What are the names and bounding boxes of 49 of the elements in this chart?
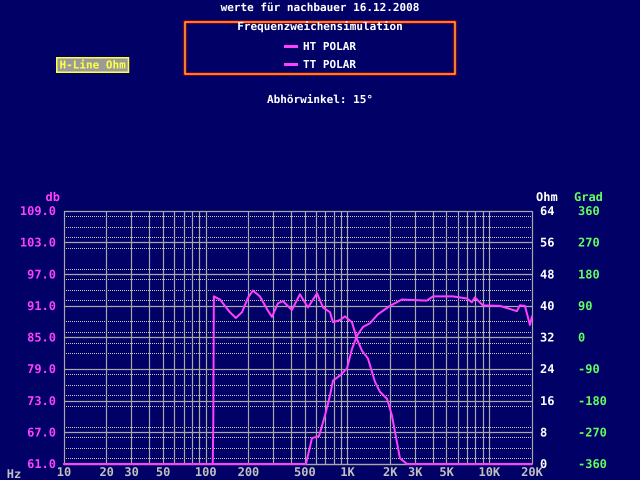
x-tick-label: 20 [99, 465, 114, 479]
y3-tick-label: 270 [578, 236, 600, 250]
y2-tick-label: 32 [540, 330, 554, 344]
x-tick-label: 100 [194, 465, 217, 479]
y3-tick-label: 180 [578, 267, 600, 282]
y3-tick-label: -360 [578, 457, 607, 471]
y2-tick-label: 0 [540, 457, 548, 471]
y3-tick-label: -270 [578, 425, 607, 440]
chart-subtitle: Frequenzweichensimulation [237, 20, 403, 33]
x-tick-label: 1K [340, 465, 356, 479]
y2-tick-label: 8 [540, 425, 548, 440]
y2-axis-title: Ohm [536, 190, 558, 204]
y2-tick-label: 16 [540, 394, 554, 408]
text: Abhörwinkel: 15° [267, 93, 373, 106]
y2-tick-label: 56 [540, 236, 554, 250]
y2-tick-label: 48 [540, 267, 554, 282]
x-axis-title: Hz [6, 467, 22, 480]
y-tick-label: 79.0 [27, 362, 56, 376]
y-tick-label: 67.0 [27, 425, 56, 440]
legend-label: TT POLAR [303, 58, 356, 71]
y-tick-label: 97.0 [27, 267, 56, 282]
y-tick-label: 61.0 [27, 457, 56, 471]
x-tick-label: 500 [294, 465, 316, 479]
y-tick-label: 91.0 [27, 298, 56, 313]
y3-tick-label: 0 [578, 330, 586, 344]
y2-tick-label: 24 [540, 362, 554, 376]
x-tick-label: 30 [124, 465, 139, 479]
y-tick-label: 73.0 [27, 394, 56, 408]
y-tick-label: 85.0 [27, 330, 56, 344]
x-tick-label: 3K [408, 465, 424, 479]
y3-tick-label: -180 [578, 394, 607, 408]
chart-title: werte für nachbauer 16.12.2008 [220, 1, 420, 14]
x-tick-label: 10K [478, 465, 501, 479]
x-tick-label: 200 [238, 465, 260, 479]
y-tick-label: 109.0 [20, 204, 56, 218]
y-axis-title: db [46, 190, 60, 204]
x-tick-label: 10 [56, 465, 72, 479]
y3-axis-title: Grad [574, 190, 603, 204]
y3-tick-label: -90 [578, 362, 600, 376]
x-tick-label: 50 [156, 465, 170, 479]
x-tick-label: 2K [383, 465, 398, 479]
y3-tick-label: 90 [578, 298, 592, 313]
x-tick-label: 5K [439, 465, 455, 479]
y3-tick-label: 360 [578, 204, 600, 218]
text: H-Line Ohm [60, 58, 126, 72]
y2-tick-label: 64 [540, 204, 554, 218]
y2-tick-label: 40 [540, 298, 554, 313]
legend-label: HT POLAR [303, 40, 356, 53]
y-tick-label: 103.0 [20, 236, 56, 250]
